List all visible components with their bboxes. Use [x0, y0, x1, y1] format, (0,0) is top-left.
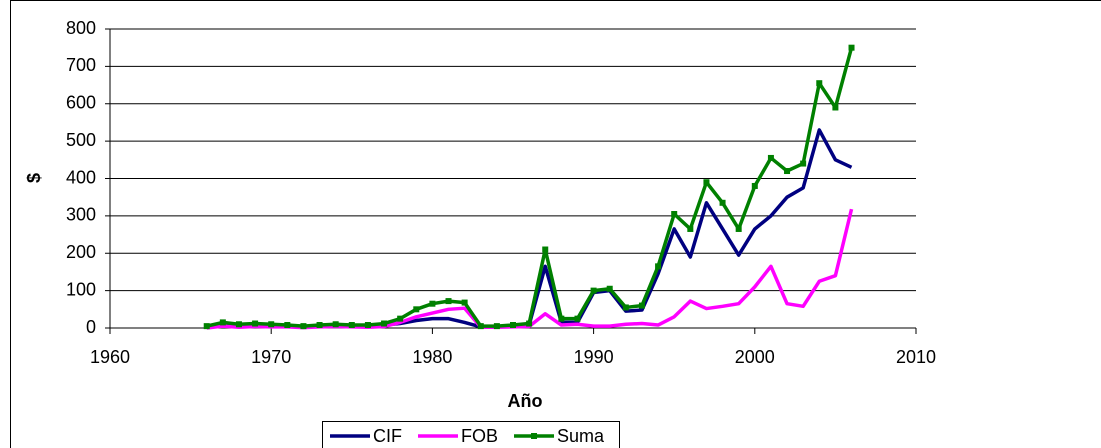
- y-tick-label: 100: [66, 279, 96, 299]
- point-marker: [477, 323, 484, 330]
- legend-label: Suma: [557, 426, 605, 446]
- point-marker: [348, 322, 355, 329]
- x-tick-label: 2010: [896, 347, 936, 367]
- point-marker: [622, 304, 629, 311]
- point-marker: [816, 80, 823, 87]
- y-tick-label: 300: [66, 205, 96, 225]
- point-marker: [219, 319, 226, 326]
- y-tick-label: 200: [66, 242, 96, 262]
- x-axis-label: Año: [508, 391, 543, 411]
- point-marker: [719, 199, 726, 206]
- point-marker: [493, 323, 500, 330]
- point-marker: [235, 321, 242, 328]
- point-marker: [687, 225, 694, 232]
- point-marker: [332, 321, 339, 328]
- point-marker: [558, 315, 565, 322]
- point-marker: [429, 300, 436, 307]
- point-marker: [767, 154, 774, 161]
- chart-frame: [10, 0, 1101, 448]
- point-marker: [445, 298, 452, 305]
- x-tick-label: 1960: [90, 347, 130, 367]
- x-tick-label: 2000: [735, 347, 775, 367]
- point-marker: [832, 104, 839, 111]
- y-tick-label: 0: [86, 317, 96, 337]
- point-marker: [300, 323, 307, 330]
- point-marker: [784, 168, 791, 175]
- point-marker: [751, 182, 758, 189]
- legend-label: FOB: [461, 426, 498, 446]
- y-tick-label: 700: [66, 55, 96, 75]
- y-axis-label: $: [24, 173, 44, 183]
- point-marker: [510, 322, 516, 329]
- point-marker: [461, 299, 468, 306]
- point-marker: [638, 302, 645, 309]
- point-marker: [268, 321, 275, 328]
- point-marker: [848, 44, 855, 51]
- point-marker: [252, 320, 259, 327]
- legend-box: [322, 421, 620, 448]
- point-marker: [590, 287, 597, 294]
- point-marker: [397, 315, 404, 322]
- x-tick-label: 1990: [574, 347, 614, 367]
- point-marker: [203, 323, 210, 330]
- point-marker: [606, 285, 613, 292]
- x-tick-label: 1970: [251, 347, 291, 367]
- point-marker: [284, 322, 291, 329]
- legend-marker: [531, 433, 538, 439]
- point-marker: [316, 322, 323, 329]
- point-marker: [671, 211, 678, 218]
- y-tick-label: 600: [66, 93, 96, 113]
- point-marker: [800, 160, 807, 167]
- point-marker: [542, 246, 549, 253]
- point-marker: [655, 263, 662, 270]
- point-marker: [381, 320, 388, 327]
- point-marker: [364, 322, 371, 329]
- point-marker: [413, 306, 420, 313]
- y-tick-label: 800: [66, 18, 96, 38]
- point-marker: [574, 315, 581, 322]
- legend-label: CIF: [373, 426, 402, 446]
- point-marker: [526, 320, 533, 327]
- y-tick-label: 500: [66, 130, 96, 150]
- x-tick-label: 1980: [412, 347, 452, 367]
- point-marker: [703, 179, 710, 186]
- point-marker: [735, 225, 742, 232]
- y-tick-label: 400: [66, 167, 96, 187]
